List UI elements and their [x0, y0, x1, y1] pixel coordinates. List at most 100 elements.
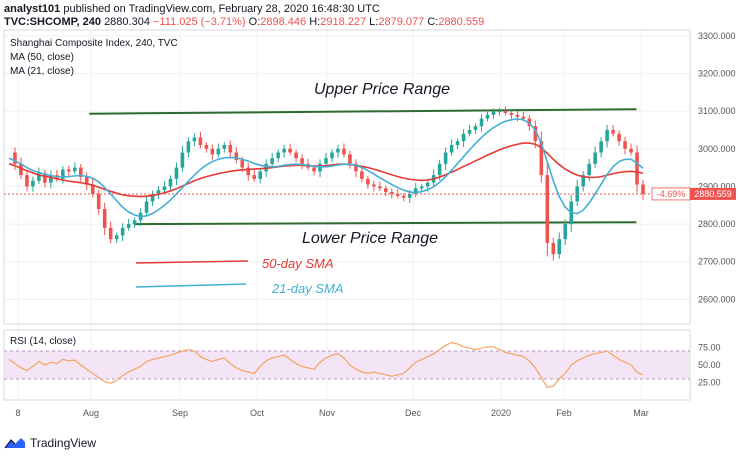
candle-body: [605, 129, 609, 142]
candle-body: [31, 180, 35, 187]
candle-body: [419, 186, 424, 189]
candle-body: [515, 114, 520, 117]
candle-body: [425, 182, 430, 187]
candle-body: [384, 188, 388, 193]
price-pane-frame: [3, 29, 691, 325]
candle-body: [186, 141, 191, 153]
candle-body: [551, 242, 556, 255]
upper-range-label: Upper Price Range: [314, 81, 450, 98]
candle-body: [84, 177, 89, 185]
x-tick-label: Nov: [319, 408, 336, 418]
candle-body: [407, 193, 412, 198]
candle-body: [108, 227, 113, 240]
candle-body: [222, 144, 227, 149]
y-tick-label: 2700.000: [698, 257, 736, 267]
y-tick-label: 2600.000: [698, 294, 736, 304]
candle-body: [491, 111, 496, 115]
candle-body: [294, 152, 298, 159]
candle-body: [581, 175, 585, 187]
sma50-legend-line: [135, 260, 249, 264]
publish-info: analyst101 published on TradingView.com,…: [4, 3, 380, 15]
candle-body: [479, 118, 484, 127]
candle-body: [617, 133, 621, 142]
candle-body: [150, 193, 155, 202]
tradingview-logo-icon[interactable]: [4, 436, 26, 450]
ohlc-low-label: L:: [369, 16, 379, 28]
candle-body: [282, 148, 286, 153]
candle-body: [395, 193, 400, 196]
lower-range-line: [133, 221, 637, 226]
candle-body: [467, 129, 472, 134]
y-tick-label: 2800.000: [698, 219, 736, 229]
candle-body: [19, 163, 23, 176]
candle-body: [539, 141, 544, 176]
x-tick-label: Dec: [405, 408, 422, 418]
candle-body: [210, 148, 215, 155]
sma21-legend-line: [135, 283, 247, 288]
candle-body: [545, 175, 550, 243]
candle-body: [90, 184, 95, 194]
x-tick-label: Sep: [172, 408, 188, 418]
published-text: published on TradingView.com, February 2…: [63, 3, 380, 15]
x-tick-label: Feb: [556, 408, 572, 418]
candle-body: [497, 111, 502, 113]
candle-body: [72, 167, 77, 172]
candle-body: [641, 184, 645, 194]
candle-body: [43, 173, 47, 183]
time-axis[interactable]: 8 Aug Sep Oct Nov Dec 2020 Feb Mar: [15, 408, 648, 418]
candle-body: [503, 111, 508, 113]
symbol-name: TVC:SHCOMP, 240: [4, 16, 101, 28]
x-tick-label: Aug: [83, 408, 99, 418]
price-range-channel: [89, 108, 637, 226]
candle-body: [25, 175, 29, 187]
symbol-info: TVC:SHCOMP, 240 2880.304 −111.025 (−3.71…: [4, 16, 484, 28]
price-tag-change: -4.69%: [657, 189, 686, 199]
candle-body: [366, 178, 370, 185]
candle-body: [557, 239, 562, 255]
price-tag: -4.69% 2880.559: [651, 187, 736, 201]
rsi-pane[interactable]: RSI (14, close) 75.00 50.00 25.00: [3, 329, 721, 401]
tradingview-brand[interactable]: TradingView: [30, 436, 97, 450]
candle-body: [156, 190, 161, 194]
candle-body: [509, 112, 514, 115]
candle-body: [67, 169, 71, 172]
candle-body: [276, 152, 280, 159]
candle-body: [300, 158, 304, 164]
legend-ma21: MA (21, close): [10, 66, 74, 77]
candle-body: [102, 209, 107, 228]
candle-body: [413, 188, 418, 194]
candle-body: [288, 148, 292, 153]
price-tag-value: 2880.559: [694, 189, 732, 199]
candle-body: [599, 141, 603, 153]
x-tick-label: Oct: [250, 408, 265, 418]
candle-body: [360, 171, 364, 179]
candle-body: [13, 152, 17, 164]
candle-body: [437, 163, 442, 176]
candle-body: [120, 227, 125, 236]
rsi-tick-25: 25.00: [698, 378, 721, 388]
y-tick-label: 2900.000: [698, 181, 736, 191]
price-chart[interactable]: 2600.000 2700.000 2800.000 2900.000 3000.000…: [0, 28, 740, 432]
candle-body: [234, 152, 239, 161]
y-tick-label: 3100.000: [698, 106, 736, 116]
candle-body: [336, 148, 340, 153]
candle-body: [258, 171, 262, 179]
y-tick-label: 3000.000: [698, 144, 736, 154]
candle-body: [623, 141, 627, 149]
last-price: 2880.304: [104, 16, 150, 28]
candle-body: [168, 178, 173, 187]
range-annotations: Upper Price Range Lower Price Range 50-d…: [135, 81, 450, 296]
candle-body: [204, 144, 209, 149]
price-axis[interactable]: 2600.000 2700.000 2800.000 2900.000 3000.000…: [698, 31, 736, 305]
candle-body: [324, 158, 328, 164]
candle-body: [270, 158, 274, 164]
candle-body: [635, 152, 639, 185]
candle-body: [49, 175, 53, 183]
rsi-tick-75: 75.00: [698, 343, 721, 353]
candle-body: [216, 148, 221, 155]
candle-body: [348, 154, 352, 164]
sma21-label: 21-day SMA: [271, 281, 344, 296]
legend-ma50: MA (50, close): [10, 52, 74, 63]
publisher-name[interactable]: analyst101: [4, 3, 61, 15]
candle-body: [443, 152, 448, 164]
